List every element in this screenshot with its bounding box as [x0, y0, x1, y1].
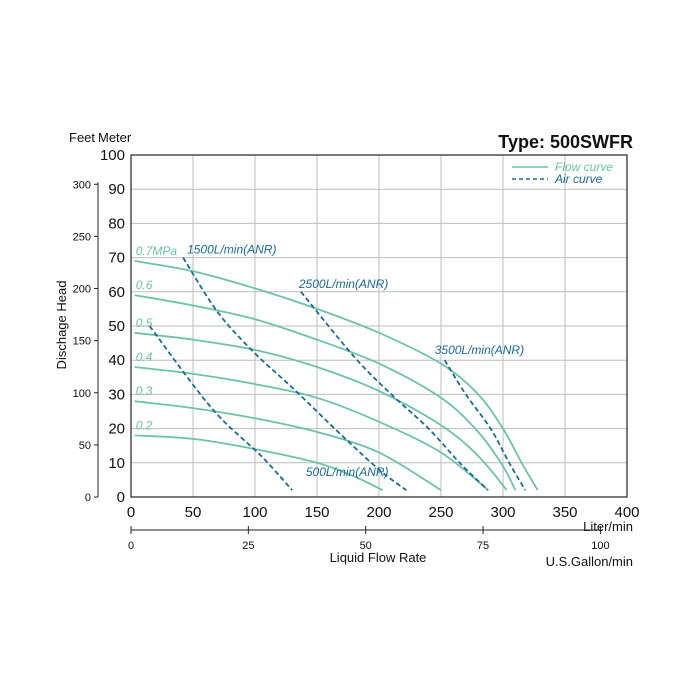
y-units-left: Feet [69, 130, 95, 145]
x-tick-label: 0 [127, 504, 135, 521]
air-curve-label: 500L/min(ANR) [306, 465, 389, 479]
y-tick-label-meter: 50 [108, 318, 125, 335]
legend-label: Air curve [554, 172, 603, 186]
y-tick-label-feet: 250 [73, 231, 91, 243]
y-tick-label-meter: 0 [117, 489, 125, 506]
legend-label: Flow curve [555, 160, 613, 174]
x-tick-label: 250 [428, 504, 453, 521]
y-tick-label-feet: 50 [79, 440, 91, 452]
air-curve-2500L/min(ANR) [300, 291, 489, 491]
flow-curve-label: 0.2 [136, 418, 153, 432]
flow-curve-label: 0.4 [136, 350, 153, 364]
x-tick-label-gallon: 75 [477, 540, 489, 552]
air-curves: 500L/min(ANR) 1500L/min(ANR) 2500L/min(ANR… [148, 243, 527, 491]
air-curve-label: 2500L/min(ANR) [298, 277, 388, 291]
x-tick-label: 300 [490, 504, 515, 521]
y-tick-label-meter: 60 [108, 284, 125, 301]
x-tick-label-gallon: 100 [591, 540, 609, 552]
y-tick-label-meter: 40 [108, 352, 125, 369]
axes [94, 154, 628, 534]
y-axis-title: Dischage Head [54, 281, 69, 370]
flow-curve-label: 0.3 [136, 384, 153, 398]
flow-curve-0.7MPa [134, 260, 539, 491]
y-tick-label-meter: 20 [108, 421, 125, 438]
x-axis-title: Liquid Flow Rate [330, 550, 427, 565]
y-tick-label-feet: 150 [73, 336, 91, 348]
y-tick-label-feet: 100 [73, 388, 91, 400]
y-tick-label-meter: 70 [108, 250, 125, 267]
air-curve-500L/min(ANR) [148, 325, 293, 491]
y-tick-label-feet: 200 [73, 284, 91, 296]
x-tick-label: 50 [185, 504, 202, 521]
flow-curve-label: 0.6 [136, 278, 153, 292]
y-tick-label-meter: 90 [108, 181, 125, 198]
air-curve-label: 1500L/min(ANR) [187, 243, 276, 257]
flow-curve-label: 0.5 [136, 316, 153, 330]
air-curve-label: 3500L/min(ANR) [435, 343, 524, 357]
grid [130, 154, 628, 498]
y-tick-label-meter: 80 [108, 215, 125, 232]
x-tick-label-gallon: 25 [242, 540, 254, 552]
flow-curve-label: 0.7MPa [136, 244, 178, 258]
y-tick-label-feet: 300 [73, 179, 91, 191]
x-tick-label-gallon: 50 [360, 540, 372, 552]
x-unit-primary: Liter/min [583, 519, 633, 534]
air-curve-1500L/min(ANR) [182, 257, 407, 491]
y-tick-label-meter: 100 [100, 147, 125, 164]
x-tick-label: 400 [614, 504, 639, 521]
x-tick-label: 200 [366, 504, 391, 521]
x-unit-secondary: U.S.Gallon/min [546, 554, 633, 569]
plot-frame [130, 154, 628, 498]
x-tick-label: 150 [304, 504, 329, 521]
flow-curve-0.5 [134, 331, 508, 491]
y-tick-label-meter: 10 [108, 455, 125, 472]
x-tick-label-gallon: 0 [128, 540, 134, 552]
flow-curve-0.3 [134, 400, 442, 491]
flow-curve-0.2 [134, 434, 384, 492]
flow-curves: 0.7MPa 0.6 0.5 0.4 0.3 0.2 [134, 244, 539, 492]
x-tick-label: 350 [552, 504, 577, 521]
x-tick-label: 100 [242, 504, 267, 521]
flow-curve-0.6 [134, 294, 517, 491]
chart-title: Type: 500SWFR [498, 132, 633, 152]
air-curve-3500L/min(ANR) [443, 359, 527, 491]
y-tick-label-meter: 30 [108, 386, 125, 403]
tick-labels: 0102030405060708090100050100150200250300… [73, 147, 640, 552]
flow-curve-0.4 [134, 366, 489, 491]
y-units-right: Meter [98, 130, 132, 145]
y-tick-label-feet: 0 [85, 492, 91, 504]
